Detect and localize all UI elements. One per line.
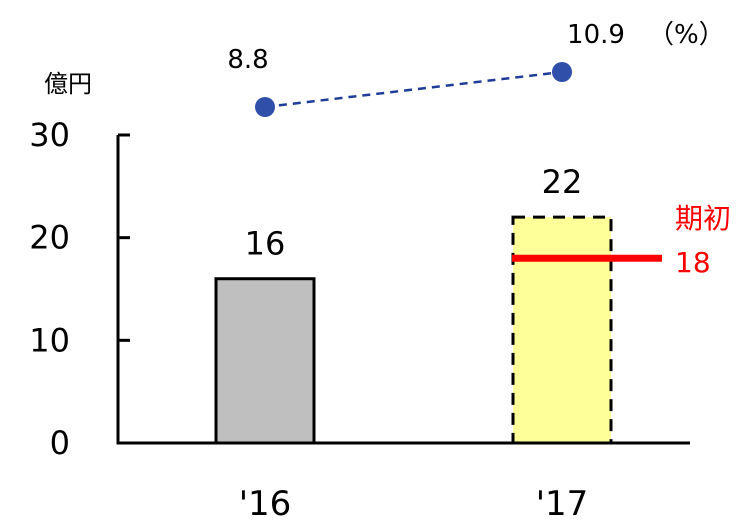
y-tick-label: 10 — [29, 321, 70, 359]
percent-unit-label: （%） — [648, 20, 725, 50]
bar-actual — [214, 277, 316, 445]
percent-data-label: 10.9 — [567, 20, 625, 50]
y-tick-label: 20 — [29, 219, 70, 257]
percent-point — [552, 62, 572, 82]
percent-line — [264, 70, 563, 109]
bar-forecast — [511, 215, 613, 445]
labels: '16 '17 16 22 — [239, 163, 589, 524]
initial-plan-value: 18 — [675, 246, 711, 279]
y-tick-label: 0 — [50, 424, 70, 462]
percent-data-label: 8.8 — [227, 45, 268, 75]
bar-data-label: 22 — [542, 163, 583, 201]
annotation: 期初 18 — [512, 202, 731, 279]
percent-point — [255, 97, 275, 117]
x-tick-label: '16 — [239, 484, 292, 524]
percent-line-series: 8.8 10.9 （%） — [227, 20, 725, 117]
initial-plan-label: 期初 — [675, 202, 731, 235]
y-axis-unit-label: 億円 — [44, 70, 92, 98]
bar-data-label: 16 — [245, 225, 286, 263]
x-tick-label: '17 — [536, 484, 589, 524]
y-tick-label: 30 — [29, 116, 70, 154]
y-axis-ticks: 0 10 20 30 — [29, 116, 130, 462]
axes — [116, 135, 690, 445]
